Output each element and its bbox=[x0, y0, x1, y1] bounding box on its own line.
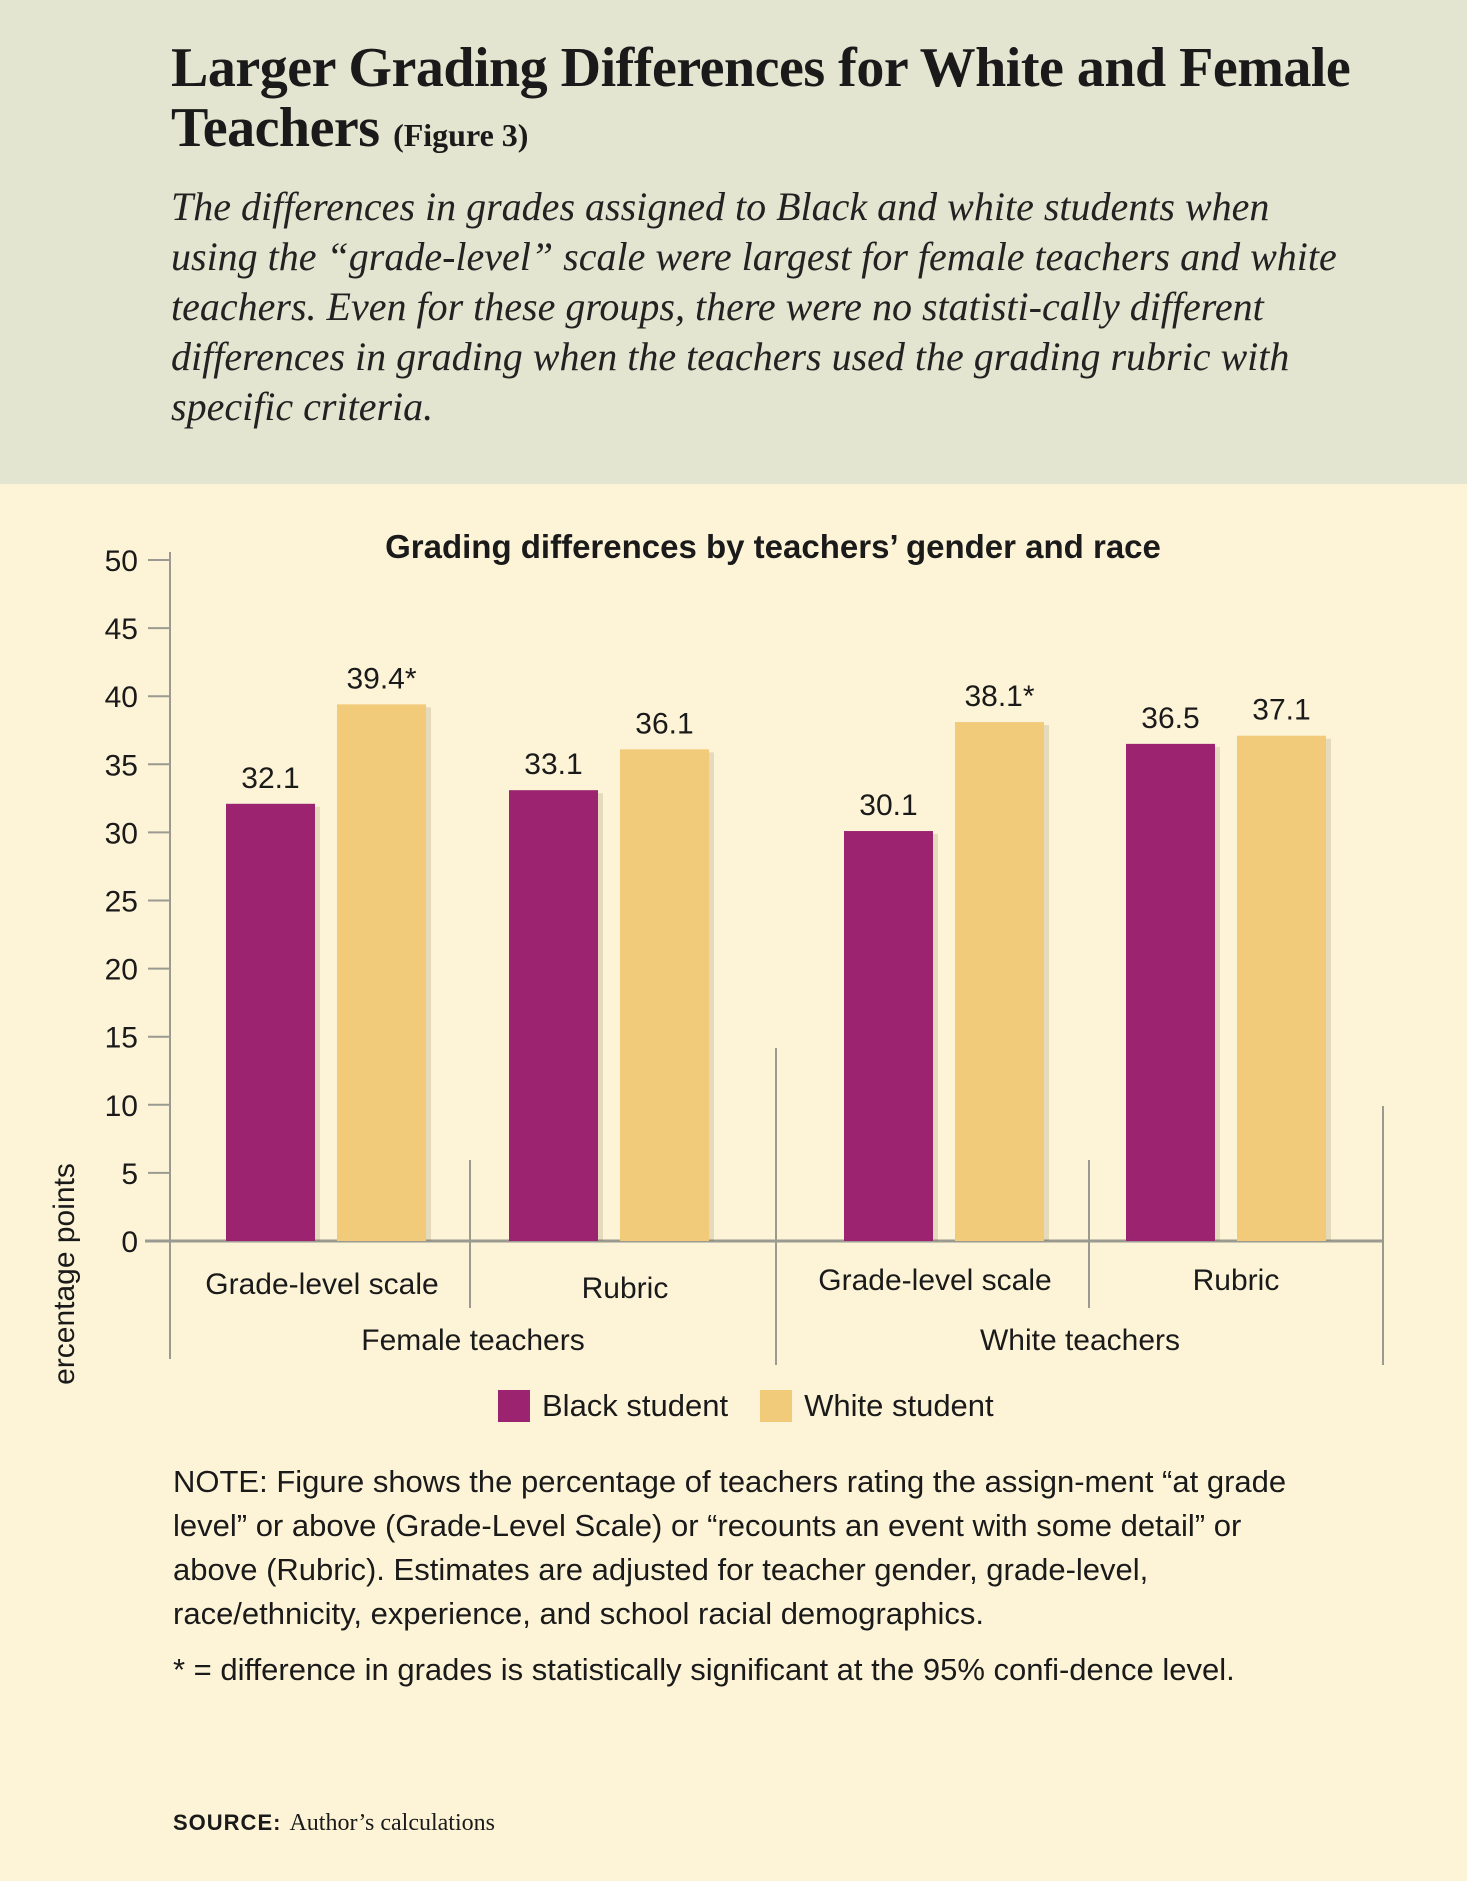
bar-white-student bbox=[620, 749, 709, 1241]
figure-number: (Figure 3) bbox=[393, 117, 529, 153]
y-tick-label: 15 bbox=[105, 1022, 138, 1055]
y-tick-label: 0 bbox=[121, 1226, 138, 1259]
y-tick-label: 30 bbox=[105, 817, 138, 850]
notes: NOTE: Figure shows the percentage of tea… bbox=[173, 1460, 1303, 1704]
bar-white-student bbox=[337, 704, 426, 1241]
data-label: 36.5 bbox=[1141, 702, 1199, 735]
legend-swatch-white-student bbox=[760, 1390, 793, 1422]
note-text: NOTE: Figure shows the percentage of tea… bbox=[173, 1464, 1287, 1631]
bar-black-student bbox=[226, 803, 315, 1241]
source-text: Author’s calculations bbox=[289, 1810, 495, 1836]
y-tick-label: 45 bbox=[105, 613, 138, 646]
y-tick-label: 20 bbox=[105, 954, 138, 987]
data-label: 32.1 bbox=[241, 762, 299, 795]
y-axis-label: Percentage points bbox=[48, 1163, 81, 1384]
figure-subtitle: The differences in grades assigned to Bl… bbox=[171, 184, 1337, 429]
bars bbox=[226, 704, 1331, 1241]
y-tick-label: 35 bbox=[105, 749, 138, 782]
data-label: 39.4* bbox=[346, 662, 416, 695]
data-label: 37.1 bbox=[1252, 694, 1310, 727]
y-tick-label: 50 bbox=[105, 545, 138, 578]
data-label: 38.1* bbox=[964, 680, 1034, 713]
legend-item-white-student: White student bbox=[760, 1388, 994, 1424]
significance-note: * = difference in grades is statisticall… bbox=[173, 1652, 1235, 1687]
data-labels: 32.1 33.1 30.1 36.5 39.4* 36.1 38.1* 37.1 bbox=[241, 662, 1310, 822]
chart-title: Grading differences by teachers’ gender … bbox=[385, 528, 1161, 565]
category-label: Rubric bbox=[582, 1272, 669, 1305]
bar-chart: Grading differences by teachers’ gender … bbox=[48, 528, 1384, 1384]
bar-white-student bbox=[955, 722, 1044, 1241]
bar-white-student bbox=[1237, 735, 1326, 1241]
legend-label-black-student: Black student bbox=[542, 1388, 729, 1423]
source-line: SOURCE: Author’s calculations bbox=[173, 1810, 495, 1837]
category-label: Grade-level scale bbox=[205, 1268, 438, 1301]
axes: 0 5 10 15 20 25 30 35 40 45 50 Grade-level scale Rub… bbox=[105, 545, 1384, 1365]
y-tick-label: 10 bbox=[105, 1090, 138, 1123]
data-label: 33.1 bbox=[524, 748, 582, 781]
bar-black-student bbox=[844, 831, 933, 1241]
y-tick-label: 40 bbox=[105, 681, 138, 714]
header-panel: Larger Grading Differences for White and… bbox=[0, 0, 1467, 484]
data-label: 36.1 bbox=[635, 707, 693, 740]
legend-item-black-student: Black student bbox=[498, 1388, 728, 1424]
category-label: Rubric bbox=[1193, 1264, 1280, 1297]
category-label: Grade-level scale bbox=[818, 1264, 1051, 1297]
y-tick-label: 5 bbox=[121, 1158, 138, 1191]
source-label: SOURCE: bbox=[173, 1810, 282, 1835]
legend-swatch-black-student bbox=[498, 1390, 530, 1422]
bar-black-student bbox=[1126, 743, 1215, 1241]
legend: Black student White student bbox=[498, 1386, 1026, 1426]
legend-label-white-student: White student bbox=[804, 1388, 994, 1423]
group-label: White teachers bbox=[980, 1324, 1180, 1357]
group-label: Female teachers bbox=[361, 1324, 584, 1357]
bar-black-student bbox=[509, 790, 598, 1241]
y-tick-label: 25 bbox=[105, 886, 138, 919]
data-label: 30.1 bbox=[859, 789, 917, 822]
figure-title-main: Larger Grading Differences for White and… bbox=[171, 37, 1351, 159]
figure-title: Larger Grading Differences for White and… bbox=[171, 38, 1371, 165]
